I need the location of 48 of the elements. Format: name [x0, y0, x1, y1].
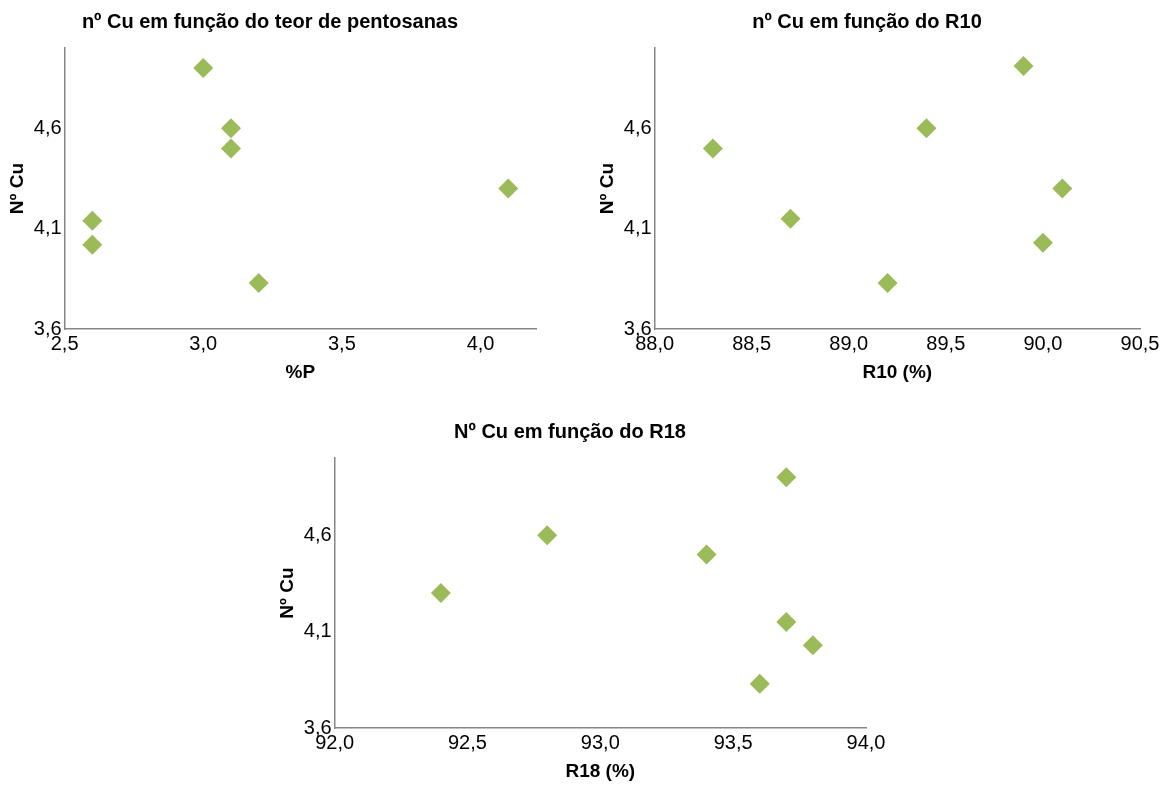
- point: [82, 234, 103, 255]
- chart-title: nº Cu em função do R10: [752, 9, 982, 32]
- x-tick-label: 90,0: [1023, 331, 1063, 354]
- x-tick-label: 92,5: [447, 730, 487, 753]
- y-tick-label: 4,6: [33, 115, 62, 138]
- x-axis-title: %P: [285, 360, 316, 382]
- y-tick-label: 4,6: [303, 522, 332, 545]
- point: [1032, 232, 1053, 253]
- point: [82, 210, 103, 231]
- x-tick-label: 90,5: [1120, 331, 1160, 354]
- point: [193, 58, 214, 79]
- point: [776, 467, 797, 488]
- point: [916, 118, 937, 139]
- point: [776, 612, 797, 633]
- point: [802, 635, 823, 656]
- y-tick-label: 4,6: [623, 115, 652, 138]
- x-tick-label: 89,5: [926, 331, 966, 354]
- point: [696, 544, 717, 565]
- point: [248, 273, 269, 293]
- x-tick-label: 93,0: [580, 730, 620, 753]
- point: [702, 138, 723, 159]
- chart-title: Nº Cu em função do R18: [454, 419, 686, 442]
- x-tick-label: 88,5: [732, 331, 772, 354]
- point: [877, 273, 898, 293]
- point: [749, 673, 770, 694]
- x-tick-label: 94,0: [846, 730, 886, 753]
- y-axis-title: Nº Cu: [5, 162, 27, 215]
- y-axis-title: Nº Cu: [275, 567, 297, 619]
- x-tick-label: 93,5: [713, 730, 753, 753]
- point: [1013, 56, 1034, 77]
- chart-title: nº Cu em função do teor de pentosanas: [81, 9, 459, 32]
- point: [1052, 178, 1073, 199]
- point: [220, 118, 241, 139]
- x-tick-label: 89,0: [829, 331, 869, 354]
- x-tick-label: 4,0: [466, 331, 495, 354]
- point: [220, 138, 241, 159]
- x-axis-title: R10 (%): [862, 360, 933, 382]
- x-axis-title: R18 (%): [565, 759, 636, 781]
- x-tick-label: 3,0: [189, 331, 218, 354]
- point: [537, 525, 558, 546]
- point: [498, 178, 519, 199]
- x-tick-label: 3,5: [327, 331, 356, 354]
- y-axis-title: Nº Cu: [595, 162, 617, 215]
- point: [430, 583, 451, 604]
- y-tick-label: 4,1: [33, 216, 62, 239]
- y-tick-label: 4,1: [623, 216, 652, 239]
- y-tick-label: 4,1: [303, 619, 332, 642]
- point: [780, 208, 801, 229]
